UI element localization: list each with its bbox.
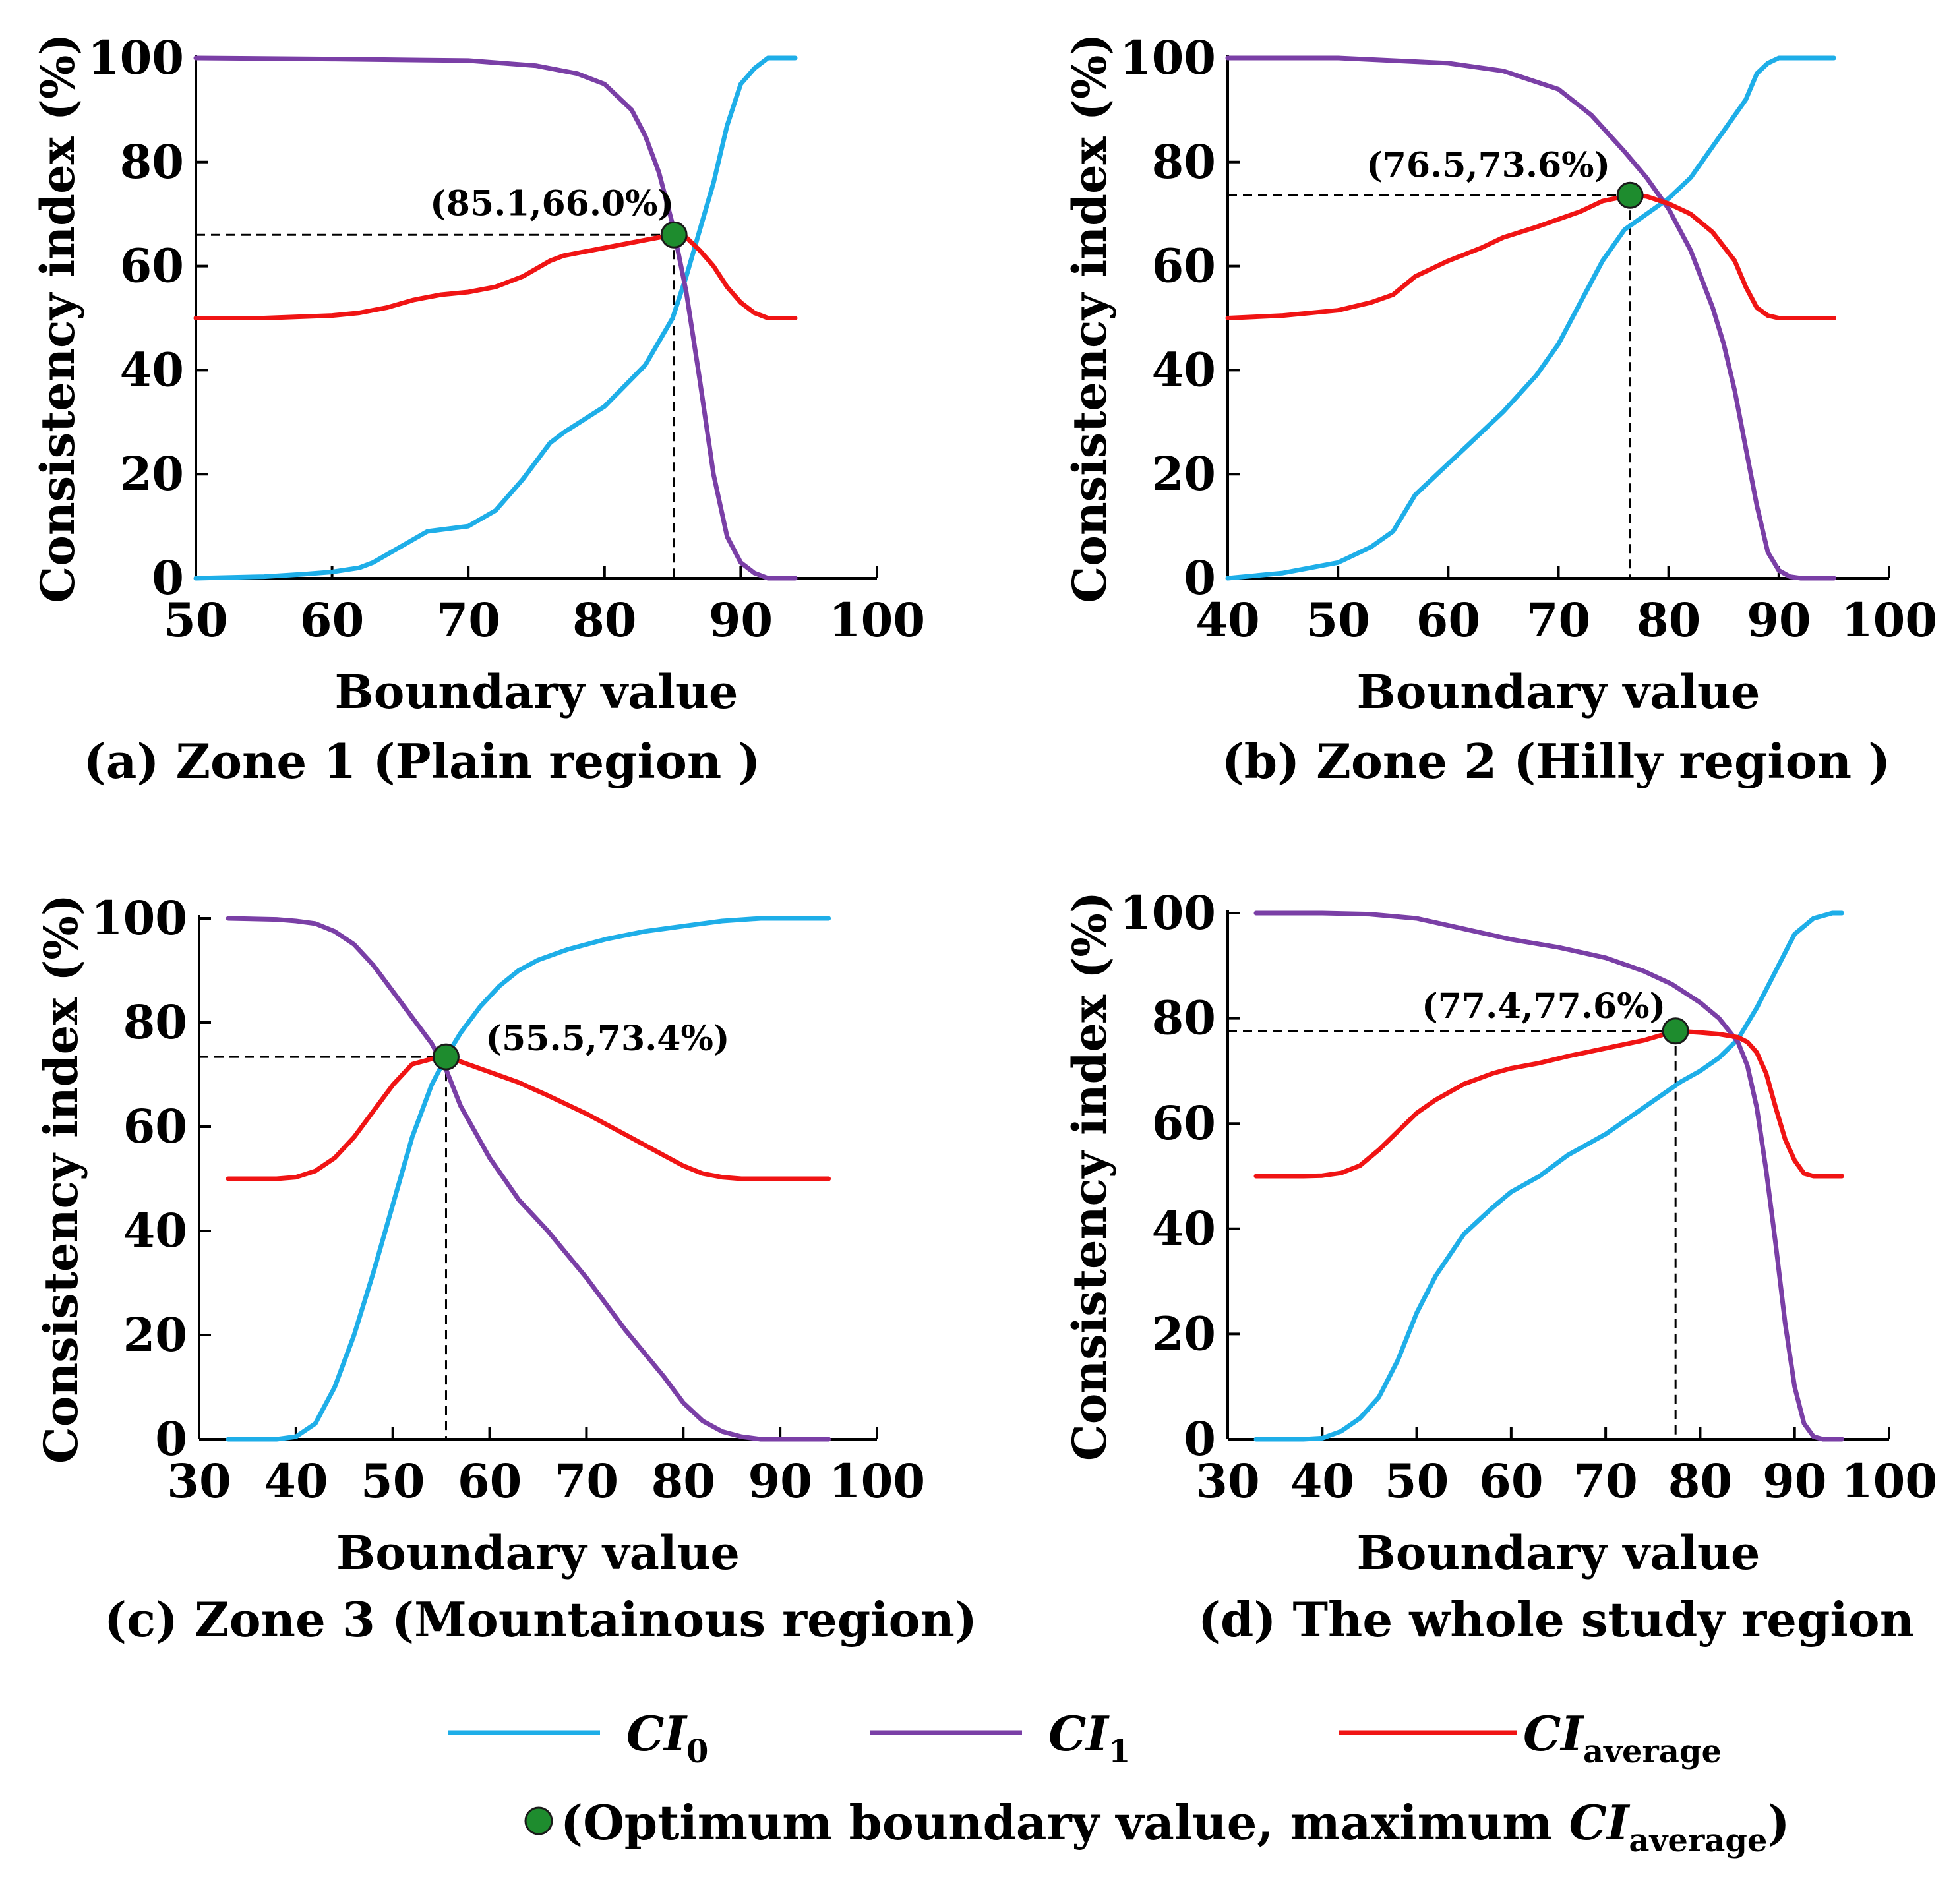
panel-caption: (a) Zone 1 (Plain region ) [84,733,761,789]
y-tick-label: 80 [123,995,187,1050]
series-line-ci0 [226,916,831,1442]
legend-ci-average-label: CIaverage [1523,1706,1722,1770]
y-tick-label: 60 [1152,239,1216,293]
optimum-point [660,221,688,249]
x-tick-label: 80 [1668,1454,1732,1508]
panel-caption: (c) Zone 3 (Mountainous region) [104,1592,977,1648]
y-tick-label: 80 [1152,134,1216,189]
series-line-ci-average [226,1054,831,1181]
y-tick-label: 60 [123,1099,187,1154]
y-tick-label: 40 [123,1203,187,1258]
x-tick-label: 90 [748,1454,812,1508]
x-tick-label: 50 [164,593,227,647]
x-tick-label: 80 [1637,593,1701,647]
y-tick-label: 40 [1152,342,1216,397]
x-tick-label: 60 [1479,1454,1543,1508]
chart-panel-c: 30 40 50 60 70 80 90 100 0 20 40 60 80 100 Boundary va… [34,891,977,1648]
series-line-ci0 [1225,55,1836,581]
y-tick-label: 40 [120,342,184,397]
x-tick-label: 40 [1290,1454,1354,1508]
chart-panel-d: 30 40 50 60 70 80 90 100 0 20 40 60 80 100 Boundary va… [1062,885,1937,1648]
legend-ci0-label: CI0 [626,1706,708,1770]
y-tick-label: 20 [1152,1306,1216,1361]
y-tick-label: 100 [91,891,187,945]
y-tick-label: 80 [120,134,184,189]
series-line-ci1 [1253,910,1844,1442]
optimum-point [1662,1017,1689,1045]
legend-optimum-label: (Optimum boundary value, maximum CIavera… [560,1795,1790,1859]
y-tick-label: 60 [1152,1096,1216,1150]
panel-caption: (d) The whole study region [1198,1592,1914,1648]
x-tick-label: 40 [1195,593,1259,647]
x-tick-label: 30 [1195,1454,1259,1508]
x-tick-label: 60 [458,1454,522,1508]
chart-panel-a: 50 60 70 80 90 100 0 20 40 60 80 100 Boundary value C… [30,30,925,789]
optimum-point [432,1043,460,1071]
x-tick-label: 80 [651,1454,715,1508]
x-tick-label: 70 [1526,593,1590,647]
x-tick-label: 70 [1573,1454,1637,1508]
x-tick-label: 100 [829,593,925,647]
series-line-ci-average [1253,1028,1844,1179]
y-tick-label: 100 [88,30,184,85]
optimum-point [1616,181,1644,209]
x-axis-title: Boundary value [1357,1526,1761,1580]
x-tick-label: 80 [572,593,636,647]
x-tick-label: 60 [300,593,364,647]
y-tick-label: 80 [1152,991,1216,1046]
series-line-ci1 [1225,55,1836,581]
y-tick-label: 100 [1120,885,1216,940]
y-tick-label: 20 [123,1307,187,1362]
y-axis-title: Consistency index (%) [30,34,85,603]
legend: CI0 CI1 CIaverage (Optimum boundary valu… [448,1706,1790,1859]
y-tick-label: 0 [155,1412,187,1466]
x-tick-label: 60 [1416,593,1480,647]
y-axis-title: Consistency index (%) [1062,891,1117,1461]
x-tick-label: 50 [1306,593,1370,647]
series-line-ci1 [226,916,831,1442]
y-axis-title: Consistency index (%) [34,894,88,1464]
x-tick-label: 100 [1841,593,1937,647]
y-tick-label: 0 [1184,550,1216,605]
y-axis-title: Consistency index (%) [1062,34,1117,603]
legend-optimum-marker-icon [524,1806,553,1835]
x-tick-label: 70 [436,593,500,647]
panel-caption: (b) Zone 2 (Hilly region ) [1222,733,1891,789]
y-tick-label: 40 [1152,1201,1216,1256]
series-line-ci0 [193,55,798,581]
y-tick-label: 0 [1184,1412,1216,1466]
x-tick-label: 70 [555,1454,618,1508]
chart-panel-b: 40 50 60 70 80 90 100 0 20 40 60 80 100 Boundary valu… [1062,30,1937,789]
optimum-label: (85.1,66.0%) [430,183,674,223]
y-tick-label: 100 [1120,30,1216,85]
x-tick-label: 90 [709,593,773,647]
x-tick-label: 30 [167,1454,231,1508]
x-tick-label: 90 [1747,593,1811,647]
x-tick-label: 40 [264,1454,328,1508]
x-tick-label: 50 [361,1454,425,1508]
optimum-label: (77.4,77.6%) [1422,986,1666,1026]
x-tick-label: 100 [829,1454,925,1508]
x-tick-label: 50 [1385,1454,1449,1508]
x-axis-title: Boundary value [336,1526,740,1580]
x-axis-title: Boundary value [1357,665,1761,719]
y-tick-label: 0 [152,550,184,605]
optimum-label: (55.5,73.4%) [485,1019,729,1059]
series-line-ci0 [1253,910,1844,1442]
y-tick-label: 60 [120,239,184,293]
legend-ci1-label: CI1 [1048,1706,1130,1770]
x-tick-label: 100 [1841,1454,1937,1508]
series-line-ci-average [1225,193,1836,320]
x-tick-label: 90 [1762,1454,1826,1508]
x-axis-title: Boundary value [335,665,738,719]
chart-panels: 50 60 70 80 90 100 0 20 40 60 80 100 Boundary value C… [30,30,1937,1648]
y-tick-label: 20 [120,446,184,501]
y-tick-label: 20 [1152,446,1216,501]
optimum-label: (76.5,73.6%) [1366,145,1610,185]
series-line-ci-average [193,232,798,320]
